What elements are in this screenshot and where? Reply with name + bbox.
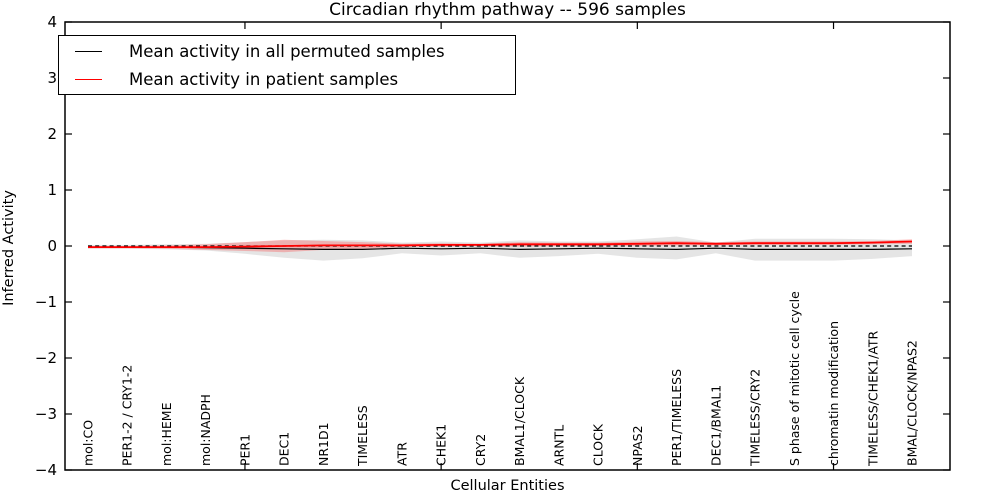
legend: Mean activity in all permuted samples Me… [58,35,516,95]
entity-tick-label: NPAS2 [630,425,645,466]
entity-tick-label: mol:NADPH [198,394,213,466]
permuted-mean-line [88,246,913,251]
x-axis-label: Cellular Entities [450,478,565,494]
entity-tick-label: ARNTL [551,425,566,466]
legend-label-permuted: Mean activity in all permuted samples [129,41,445,61]
legend-label-patient: Mean activity in patient samples [129,69,399,89]
entity-tick-label: DEC1 [277,432,292,466]
y-tick-label: 4 [47,13,57,31]
y-tick-label: 0 [47,237,57,255]
legend-item-permuted: Mean activity in all permuted samples [59,37,515,65]
entity-tick-label: NR1D1 [316,422,331,466]
entity-tick-label: mol:CO [81,420,96,466]
entity-tick-label: CLOCK [591,423,606,466]
y-tick-label: 3 [47,69,57,87]
chart-title: Circadian rhythm pathway -- 596 samples [329,0,686,20]
patient-mean-line [88,240,913,249]
entity-tick-label: PER1 [237,434,252,466]
entity-tick-label: PER1/TIMELESS [669,369,684,466]
entity-tick-label: CRY2 [473,434,488,466]
y-tick-label: 1 [47,181,57,199]
entity-tick-label: TIMELESS/CHEK1/ATR [865,330,880,467]
entity-tick-label: TIMELESS/CRY2 [748,369,763,467]
entity-tick-label: BMAL1/CLOCK [512,376,527,466]
y-tick-label: −3 [35,405,57,423]
entity-tick-label: chromatin modification [826,321,841,466]
entity-tick-label: TIMELESS [355,405,370,467]
y-axis-label: Inferred Activity [1,190,17,306]
y-tick-label: −1 [35,293,57,311]
patient-line-sample-icon [75,78,102,80]
entity-tick-label: ATR [394,442,409,466]
permuted-line-sample-icon [75,50,102,52]
entity-tick-label: BMAL/CLOCK/NPAS2 [905,340,920,466]
y-tick-label: −2 [35,349,57,367]
entity-tick-label: PER1-2 / CRY1-2 [120,365,135,466]
y-tick-label: 2 [47,125,57,143]
entity-tick-label: S phase of mitotic cell cycle [787,291,802,466]
y-tick-label: −4 [35,461,57,479]
entity-tick-label: mol:HEME [159,402,174,466]
entity-tick-label: DEC1/BMAL1 [708,385,723,466]
legend-item-patient: Mean activity in patient samples [59,65,515,93]
entity-tick-label: CHEK1 [434,424,449,466]
